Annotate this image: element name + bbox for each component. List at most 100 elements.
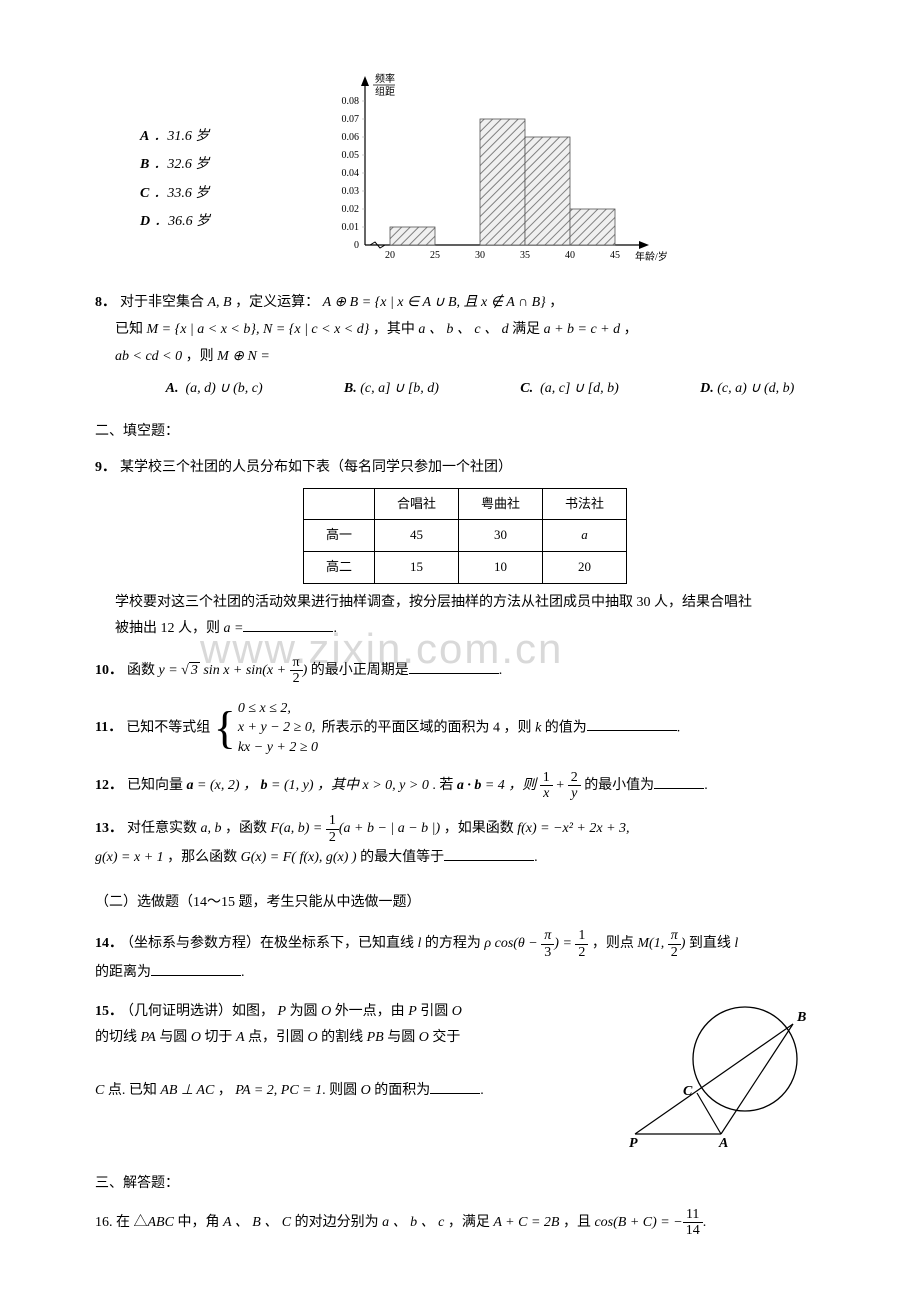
ytick: 0.02 xyxy=(342,204,360,215)
fill-blank xyxy=(444,847,534,861)
ytick: 0.06 xyxy=(342,132,360,143)
fill-blank xyxy=(151,962,241,976)
q7-opt-d: D．36.6 岁 xyxy=(140,211,295,233)
opt-label: A xyxy=(140,129,149,144)
opt-text: 31.6 岁 xyxy=(167,129,209,144)
q7-options: A．31.6 岁 B．32.6 岁 C．33.6 岁 D．36.6 岁 xyxy=(95,70,295,240)
text: ，其中 xyxy=(369,322,418,337)
page-content: A．31.6 岁 B．32.6 岁 C．33.6 岁 D．36.6 岁 xyxy=(95,70,835,1239)
q9-after: 学校要对这三个社团的活动效果进行抽样调查，按分层抽样的方法从社团成员中抽取 30… xyxy=(115,590,835,643)
q10-func: y = √3 sin x + sin(x + π2) xyxy=(159,663,311,678)
math: a + b = c + d xyxy=(544,322,621,337)
xtick: 30 xyxy=(475,250,485,261)
q7-opt-c: C．33.6 岁 xyxy=(140,183,295,205)
hist-bar xyxy=(570,209,615,245)
math: M ⊕ N = xyxy=(217,349,270,364)
math: A, B xyxy=(208,295,232,310)
q-num: 13． xyxy=(95,821,123,836)
ytick: 0.04 xyxy=(342,168,360,179)
q-num: 10． xyxy=(95,663,123,678)
xlabel: 年龄/岁 xyxy=(635,250,668,263)
ytick: 0 xyxy=(354,240,359,251)
xtick: 20 xyxy=(385,250,395,261)
q7-opt-b: B．32.6 岁 xyxy=(140,154,295,176)
label-p: P xyxy=(629,1136,638,1149)
text: ，则 xyxy=(182,349,217,364)
q-num: 16. xyxy=(95,1215,113,1230)
table-row: 高一 45 30 a xyxy=(303,520,626,552)
text: ， xyxy=(620,322,638,337)
q9-table: 合唱社 粤曲社 书法社 高一 45 30 a 高二 15 10 20 xyxy=(303,488,627,584)
math: ab < cd < 0 xyxy=(115,349,182,364)
q16: 16. 在 △ABC 中，角 A 、 B 、 C 的对边分别为 a 、 b 、 … xyxy=(95,1207,835,1239)
xtick: 45 xyxy=(610,250,620,261)
q11: 11．已知不等式组 { 0 ≤ x ≤ 2, x + y − 2 ≥ 0, kx… xyxy=(95,699,835,758)
opt-text: 36.6 岁 xyxy=(168,214,210,229)
choice-b: B. (c, a] ∪ [b, d) xyxy=(344,376,439,403)
q-num: 9． xyxy=(95,460,116,475)
q-num: 12． xyxy=(95,778,123,793)
text: 已知 xyxy=(115,322,147,337)
th: 合唱社 xyxy=(374,488,458,520)
fill-blank xyxy=(243,618,333,632)
tag: （几何证明选讲） xyxy=(127,1004,232,1019)
frac: 12 xyxy=(326,813,339,845)
choice-a: A. (a, d) ∪ (b, c) xyxy=(166,376,263,403)
ytick: 0.01 xyxy=(342,222,360,233)
q10: 10．函数 y = √3 sin x + sin(x + π2) 的最小正周期是… xyxy=(95,655,835,687)
q-num: 14． xyxy=(95,936,123,951)
th: 书法社 xyxy=(543,488,627,520)
hist-bar xyxy=(390,227,435,245)
q8: 8． 对于非空集合 A, B ，定义运算： A ⊕ B = {x | x ∈ A … xyxy=(95,290,835,402)
ytick: 0.03 xyxy=(342,186,360,197)
math: a 、 b 、 c 、 d xyxy=(418,322,508,337)
th xyxy=(303,488,374,520)
q-num: 8． xyxy=(95,295,116,310)
label-c: C xyxy=(683,1084,693,1099)
q-num: 15． xyxy=(95,1004,123,1019)
frac: 1x xyxy=(540,770,553,802)
q15-figure: B C P A xyxy=(605,999,835,1149)
q13: 13．对任意实数 a, b ，函数 F(a, b) = 12(a + b − |… xyxy=(95,813,835,871)
frac: 2y xyxy=(568,770,581,802)
opt-label: C xyxy=(140,186,149,201)
text: ，定义运算： xyxy=(232,295,323,310)
text: 对于非空集合 xyxy=(120,295,208,310)
fill-blank xyxy=(587,717,677,731)
frac: π2 xyxy=(668,928,681,960)
frac: 12 xyxy=(575,928,588,960)
section-2-title: 二、填空题： xyxy=(95,421,835,443)
frac: π3 xyxy=(541,928,554,960)
xtick: 25 xyxy=(430,250,440,261)
q8-choices: A. (a, d) ∪ (b, c) B. (c, a] ∪ [b, d) C.… xyxy=(125,376,835,403)
fill-blank xyxy=(430,1080,480,1094)
xtick: 40 xyxy=(565,250,575,261)
ytick: 0.07 xyxy=(342,114,360,125)
opt-text: 33.6 岁 xyxy=(167,186,209,201)
ytick: 0.05 xyxy=(342,150,360,161)
label-b: B xyxy=(796,1010,806,1025)
math: M = {x | a < x < b}, N = {x | c < x < d} xyxy=(147,322,370,337)
fill-blank xyxy=(409,660,499,674)
math: A ⊕ B = {x | x ∈ A ∪ B, 且 x ∉ A ∩ B} xyxy=(323,295,546,310)
opt-label: D xyxy=(140,214,150,229)
frac: 1114 xyxy=(683,1207,703,1239)
xtick: 35 xyxy=(520,250,530,261)
q7-row: A．31.6 岁 B．32.6 岁 C．33.6 岁 D．36.6 岁 xyxy=(95,70,835,278)
fill-blank xyxy=(654,775,704,789)
q14: 14．（坐标系与参数方程）在极坐标系下，已知直线 l 的方程为 ρ cos(θ … xyxy=(95,928,835,986)
q7-opt-a: A．31.6 岁 xyxy=(140,126,295,148)
q9: 9． 某学校三个社团的人员分布如下表（每名同学只参加一个社团） 合唱社 粤曲社 书… xyxy=(95,455,835,643)
text: 某学校三个社团的人员分布如下表（每名同学只参加一个社团） xyxy=(120,460,512,475)
table-header-row: 合唱社 粤曲社 书法社 xyxy=(303,488,626,520)
text: ， xyxy=(546,295,564,310)
hist-bar xyxy=(525,137,570,245)
label-a: A xyxy=(718,1136,728,1149)
q12: 12．已知向量 a = (x, 2) ， b = (1, y) ，其中 x > … xyxy=(95,770,835,802)
q-num: 11． xyxy=(95,720,122,735)
ylabel-bot: 组距 xyxy=(375,85,395,98)
inequality-system: { 0 ≤ x ≤ 2, x + y − 2 ≥ 0, kx − y + 2 ≥… xyxy=(214,699,318,758)
q15: B C P A 15．（几何证明选讲）如图， P 为圆 O 外一点，由 P 引圆… xyxy=(95,999,835,1149)
section-3-title: 三、解答题： xyxy=(95,1173,835,1195)
hist-bar xyxy=(480,119,525,245)
